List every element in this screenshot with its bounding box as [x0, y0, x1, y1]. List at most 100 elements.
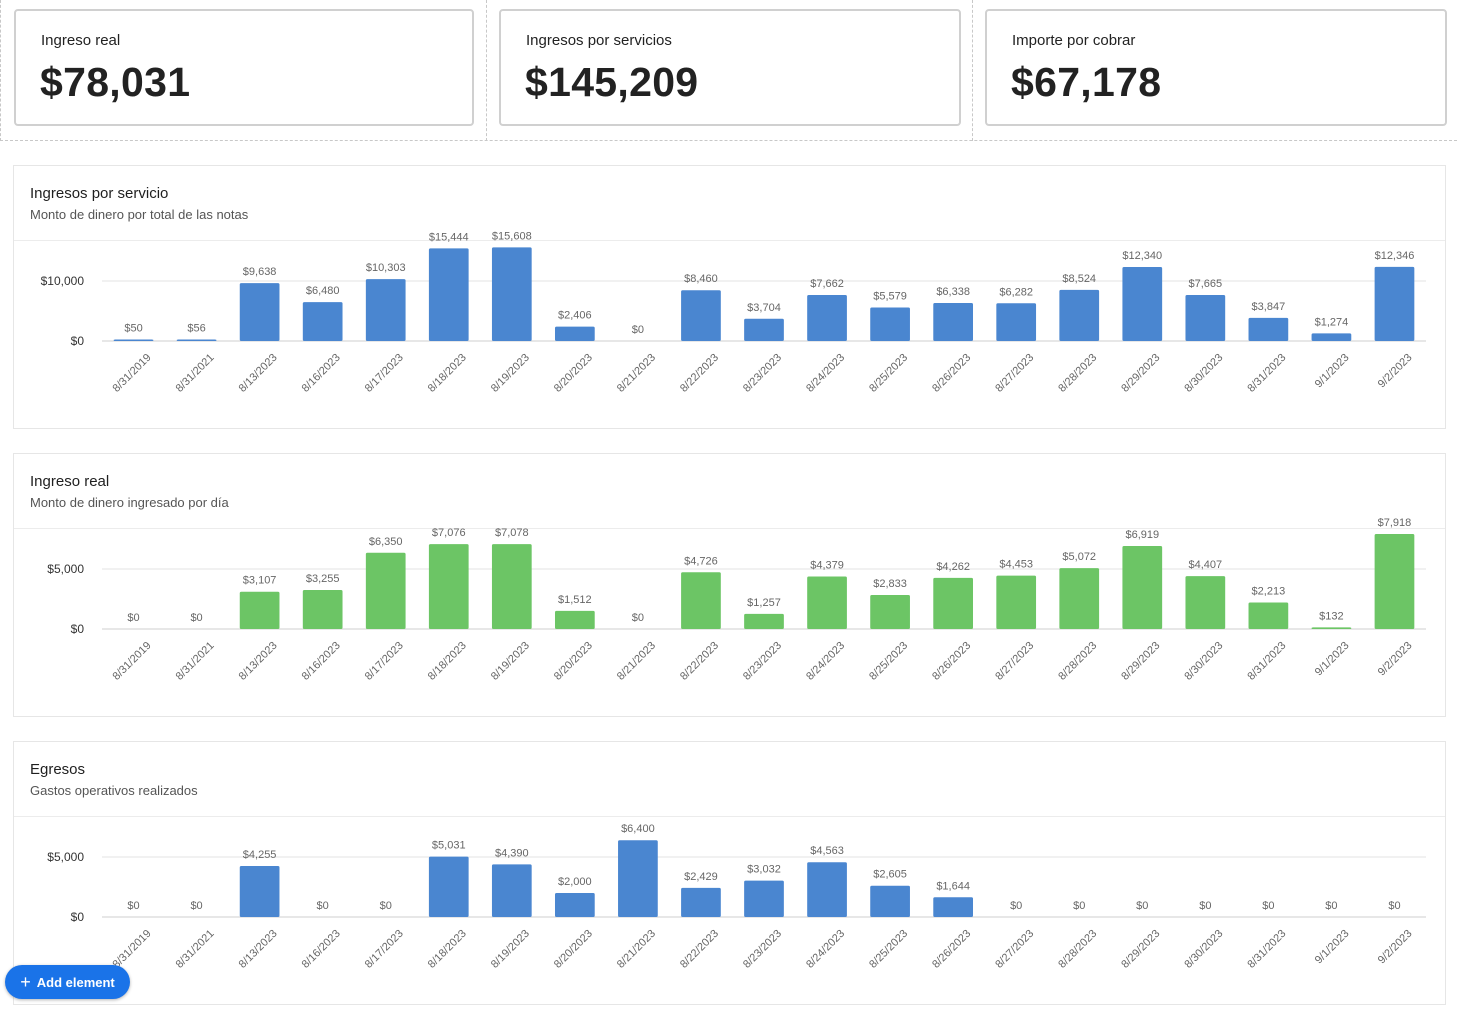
data-label: $4,563: [810, 845, 844, 857]
kpi-label: Ingreso real: [41, 32, 121, 49]
data-label: $3,255: [306, 573, 340, 585]
data-label: $1,512: [558, 594, 592, 606]
bar[interactable]: [491, 864, 532, 917]
bar[interactable]: [1185, 576, 1226, 629]
bar[interactable]: [807, 295, 847, 341]
x-tick-label: 8/30/2023: [1182, 640, 1225, 683]
data-label: $0: [1262, 900, 1274, 912]
x-tick-label: 9/1/2023: [1313, 352, 1352, 391]
bar[interactable]: [491, 544, 532, 629]
bar[interactable]: [933, 577, 974, 629]
bar[interactable]: [428, 248, 469, 341]
y-tick-label: $5,000: [47, 850, 84, 864]
bar[interactable]: [365, 279, 406, 341]
kpi-card-ingreso-real[interactable]: Ingreso real $78,031: [14, 9, 474, 126]
data-label: $7,662: [810, 278, 844, 290]
bar[interactable]: [933, 897, 974, 917]
bar[interactable]: [618, 840, 658, 917]
kpi-card-importe-cobrar[interactable]: Importe por cobrar $67,178: [985, 9, 1447, 126]
bar[interactable]: [807, 576, 847, 629]
data-label: $1,257: [747, 597, 781, 609]
bar[interactable]: [1374, 533, 1415, 629]
data-label: $4,379: [810, 559, 844, 571]
data-label: $2,213: [1252, 585, 1286, 597]
data-label: $4,453: [999, 559, 1033, 571]
data-label: $0: [317, 900, 329, 912]
bar[interactable]: [1311, 627, 1352, 629]
x-tick-label: 8/31/2023: [1245, 640, 1288, 683]
x-tick-label: 8/21/2023: [615, 928, 658, 971]
x-tick-label: 8/18/2023: [426, 352, 469, 395]
bar[interactable]: [744, 613, 784, 629]
x-tick-label: 8/19/2023: [489, 352, 532, 395]
bar[interactable]: [1059, 289, 1100, 341]
bar[interactable]: [1122, 545, 1163, 629]
bar[interactable]: [933, 302, 974, 341]
bar[interactable]: [113, 339, 154, 342]
data-label: $0: [190, 900, 202, 912]
data-label: $3,704: [747, 302, 781, 314]
bar[interactable]: [744, 318, 784, 341]
bar[interactable]: [870, 595, 910, 629]
x-tick-label: 8/28/2023: [1056, 352, 1099, 395]
bar[interactable]: [239, 865, 280, 917]
bar[interactable]: [554, 326, 595, 341]
x-tick-label: 8/24/2023: [804, 352, 847, 395]
bar[interactable]: [365, 552, 406, 629]
bar[interactable]: [681, 572, 721, 629]
data-label: $0: [632, 612, 644, 624]
bar[interactable]: [807, 862, 847, 917]
bar[interactable]: [996, 575, 1037, 629]
bar[interactable]: [428, 856, 469, 917]
x-tick-label: 8/26/2023: [930, 640, 973, 683]
chart-panel-ingreso-real[interactable]: Ingreso real Monto de dinero ingresado p…: [13, 453, 1446, 717]
bar[interactable]: [681, 887, 721, 917]
data-label: $7,076: [432, 527, 466, 539]
bar[interactable]: [1248, 317, 1289, 341]
kpi-divider: [486, 0, 487, 141]
chart-panel-egresos[interactable]: Egresos Gastos operativos realizados $0 $…: [13, 741, 1446, 1005]
x-tick-label: 8/28/2023: [1056, 640, 1099, 683]
kpi-card-ingresos-servicios[interactable]: Ingresos por servicios $145,209: [499, 9, 961, 126]
bar[interactable]: [1248, 602, 1289, 629]
data-label: $0: [1073, 900, 1085, 912]
x-tick-label: 8/23/2023: [741, 352, 784, 395]
bar[interactable]: [176, 339, 217, 342]
bar[interactable]: [239, 591, 280, 629]
chart-panel-ingresos-servicio[interactable]: Ingresos por servicio Monto de dinero po…: [13, 165, 1446, 429]
bar[interactable]: [870, 307, 910, 341]
bar[interactable]: [554, 893, 595, 917]
bar[interactable]: [428, 544, 469, 629]
add-element-label: Add element: [36, 974, 115, 990]
bar[interactable]: [1122, 266, 1163, 341]
data-label: $5,072: [1062, 551, 1096, 563]
bar[interactable]: [996, 303, 1037, 341]
kpi-divider: [0, 140, 1457, 141]
data-label: $6,350: [369, 536, 403, 548]
bar[interactable]: [491, 247, 532, 341]
x-tick-label: 8/16/2023: [300, 640, 343, 683]
x-tick-label: 8/19/2023: [489, 928, 532, 971]
bar[interactable]: [1311, 333, 1352, 341]
bar[interactable]: [1059, 568, 1100, 629]
x-tick-label: 8/25/2023: [867, 352, 910, 395]
x-tick-label: 8/19/2023: [489, 640, 532, 683]
bar[interactable]: [744, 880, 784, 917]
panel-title: Ingresos por servicio: [30, 185, 169, 202]
bar[interactable]: [681, 290, 721, 341]
add-element-button[interactable]: + Add element: [5, 965, 130, 999]
x-tick-label: 8/24/2023: [804, 928, 847, 971]
bar-chart-ingreso-real: $0 $5,000 $0 8/31/2019 $0 8/31/2021 $3,107 8/13…: [47, 517, 1426, 683]
bar[interactable]: [1374, 266, 1415, 341]
data-label: $132: [1319, 610, 1343, 622]
x-tick-label: 8/22/2023: [678, 640, 721, 683]
bar[interactable]: [302, 589, 343, 629]
bar[interactable]: [239, 283, 280, 341]
panel-subtitle: Monto de dinero ingresado por día: [30, 495, 229, 510]
bar[interactable]: [870, 885, 910, 917]
bar[interactable]: [302, 302, 343, 341]
bar[interactable]: [554, 610, 595, 629]
bar[interactable]: [1185, 295, 1226, 341]
x-tick-label: 8/25/2023: [867, 928, 910, 971]
x-tick-label: 8/13/2023: [237, 928, 280, 971]
